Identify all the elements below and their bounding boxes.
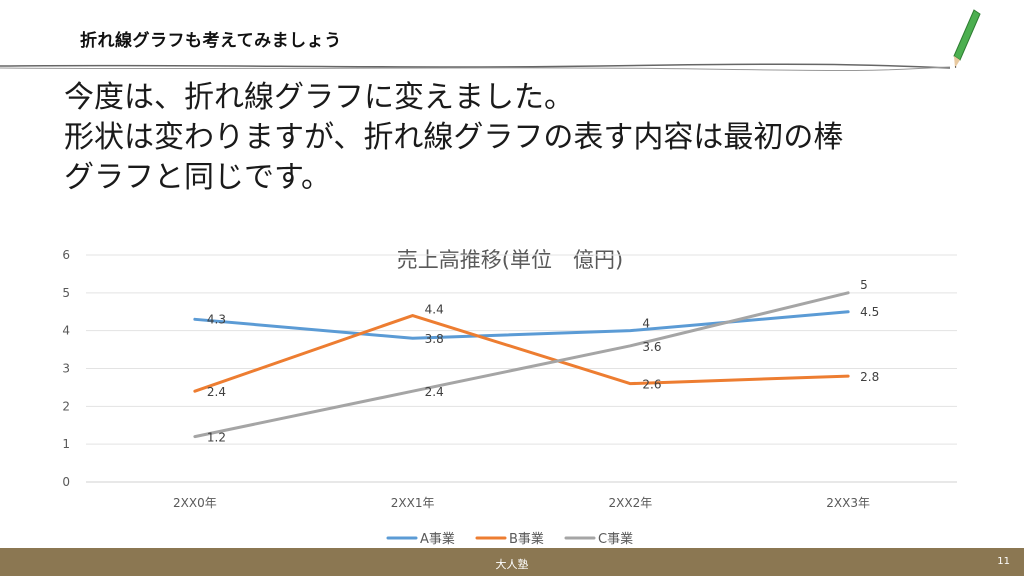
data-label: 2.4 [425,385,444,399]
y-tick-label: 0 [62,475,70,489]
footer-bar: 大人塾 11 [0,548,1024,576]
legend-label: A事業 [420,531,455,547]
x-tick-label: 2XX2年 [609,496,653,510]
x-axis: 2XX0年 2XX1年 2XX2年 2XX3年 [173,496,870,510]
x-tick-label: 2XX1年 [391,496,435,510]
body-line: 形状は変わりますが、折れ線グラフの表す内容は最初の棒 [64,120,844,155]
data-label: 3.8 [425,332,444,346]
series-line [193,314,850,393]
y-tick-label: 4 [62,324,70,338]
chart-series [193,291,850,439]
y-tick-label: 5 [62,286,70,300]
chart-title: 売上高推移(単位 億円) [397,248,623,272]
data-label: 4.5 [860,305,879,319]
data-label: 3.6 [642,340,661,354]
body-line: 今度は、折れ線グラフに変えました。 [64,80,574,115]
y-tick-label: 1 [62,437,70,451]
body-line: グラフと同じです。 [64,160,331,195]
pencil-icon [953,9,981,68]
data-labels: 4.3 3.8 4 4.5 2.4 4.4 2.6 2.8 1.2 2.4 3.6 5 [207,278,879,445]
data-label: 4.3 [207,312,226,326]
slide-header: 折れ線グラフも考えてみましょう [0,0,1024,74]
line-chart: 売上高推移(単位 億円) 0 1 2 3 4 5 6 2XX0年 2XX1年 2XX2年 2XX3… [62,248,957,547]
body-text: 今度は、折れ線グラフに変えました。 形状は変わりますが、折れ線グラフの表す内容は… [64,78,984,198]
page-number: 11 [997,556,1010,567]
data-label: 4.4 [425,303,444,317]
legend-label: C事業 [598,531,633,547]
series-line [193,291,850,439]
slide-title: 折れ線グラフも考えてみましょう [80,31,342,51]
data-label: 2.4 [207,385,226,399]
data-label: 4 [642,317,650,331]
y-tick-label: 6 [62,248,70,262]
legend-label: B事業 [509,531,544,547]
chart-grid [86,254,957,483]
data-label: 1.2 [207,431,226,445]
y-tick-label: 3 [62,362,70,376]
x-tick-label: 2XX0年 [173,496,217,510]
data-label: 5 [860,278,868,292]
header-underline [0,63,951,71]
footer-brand: 大人塾 [495,558,529,571]
chart-legend: A事業 B事業 C事業 [386,531,633,547]
x-tick-label: 2XX3年 [826,496,870,510]
y-axis: 0 1 2 3 4 5 6 [62,248,70,489]
data-label: 2.8 [860,370,879,384]
y-tick-label: 2 [62,399,70,413]
series-line [193,310,850,340]
data-label: 2.6 [642,378,661,392]
